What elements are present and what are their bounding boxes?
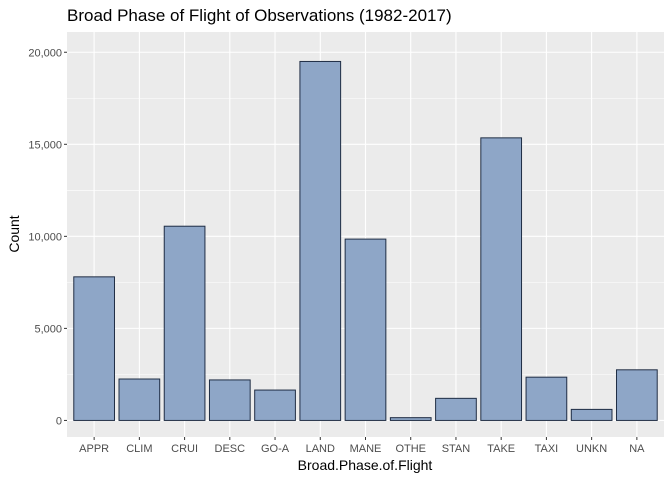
x-tick-label: DESC [215, 443, 246, 455]
x-tick-label: MANE [350, 443, 382, 455]
y-tick-label: 20,000 [28, 47, 62, 59]
x-tick-label: CLIM [126, 443, 152, 455]
bar-taxi [525, 376, 568, 421]
y-axis-title: Count [6, 215, 22, 252]
bar-appr [73, 276, 115, 421]
bar-stan [435, 397, 477, 421]
bar-go-a [254, 389, 296, 421]
bar-desc [208, 379, 251, 421]
x-tick-label: CRUI [171, 443, 198, 455]
x-tick-label: STAN [442, 443, 471, 455]
y-tick-label: 0 [56, 415, 62, 427]
bar-take [480, 137, 523, 421]
bar-crui [163, 225, 206, 421]
bars [73, 60, 658, 421]
bar-othe [389, 417, 432, 421]
x-tick-label: OTHE [395, 443, 426, 455]
bar-na [616, 369, 658, 421]
bar-mane [344, 238, 387, 421]
y-axis: 0 5,000 10,000 15,000 20,000 [28, 47, 67, 427]
x-tick-label: UNKN [576, 443, 607, 455]
x-tick-label: TAKE [487, 443, 515, 455]
bar-clim [118, 378, 161, 421]
chart-title: Broad Phase of Flight of Observations (1… [67, 6, 452, 25]
x-tick-label: NA [629, 443, 645, 455]
x-axis-title: Broad.Phase.of.Flight [298, 457, 433, 473]
x-tick-label: GO-A [261, 443, 290, 455]
x-axis: APPR CLIM CRUI DESC GO-A LAND MANE OTHE STAN TAKE… [79, 437, 645, 455]
x-tick-label: APPR [79, 443, 109, 455]
bar-land [299, 60, 342, 421]
y-tick-label: 5,000 [34, 323, 62, 335]
x-tick-label: TAXI [535, 443, 559, 455]
bar-unkn [570, 408, 613, 421]
x-tick-label: LAND [306, 443, 335, 455]
y-tick-label: 10,000 [28, 231, 62, 243]
y-tick-label: 15,000 [28, 139, 62, 151]
